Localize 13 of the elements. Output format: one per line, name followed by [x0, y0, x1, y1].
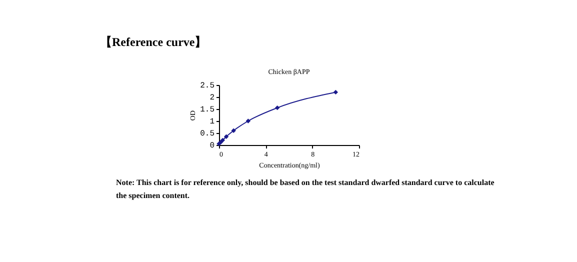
- point: [274, 105, 280, 110]
- text: 【Reference curve】: [100, 34, 207, 51]
- point: [231, 128, 236, 133]
- text: Note: This chart is for reference only, should be based on the test standard dwarfed standard curve to calculate the specimen content.: [116, 177, 496, 202]
- y-tick-label: 0: [210, 142, 215, 150]
- y-tick-label: 2.5: [200, 82, 215, 90]
- point: [224, 134, 229, 139]
- y-tick-label: 0.5: [200, 130, 215, 138]
- y-tick-label: 1: [210, 118, 215, 126]
- point: [246, 118, 251, 124]
- y-tick-label: 2: [210, 94, 215, 102]
- y-tick-label: 1.5: [200, 106, 215, 114]
- point: [333, 90, 338, 95]
